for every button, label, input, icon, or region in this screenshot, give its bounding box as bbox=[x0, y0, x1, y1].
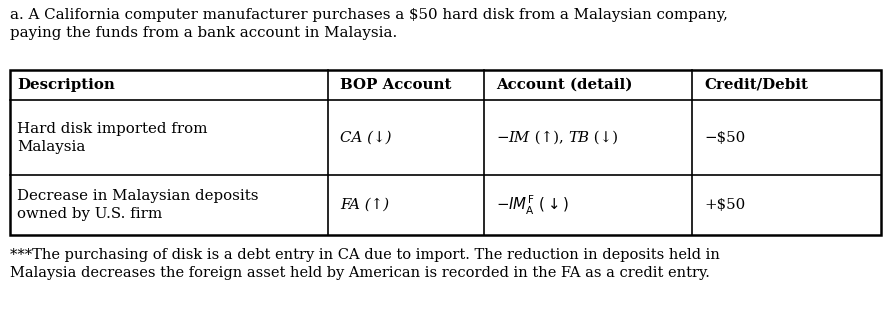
Text: BOP Account: BOP Account bbox=[340, 78, 452, 92]
Text: IM: IM bbox=[509, 131, 530, 145]
Text: Credit/Debit: Credit/Debit bbox=[704, 78, 808, 92]
Text: Account (detail): Account (detail) bbox=[496, 78, 633, 92]
Text: TB: TB bbox=[568, 131, 589, 145]
Text: Description: Description bbox=[17, 78, 115, 92]
Text: CA (↓): CA (↓) bbox=[340, 131, 391, 145]
Text: (↑),: (↑), bbox=[530, 131, 568, 145]
Text: Malaysia: Malaysia bbox=[17, 139, 86, 154]
Text: a. A California computer manufacturer purchases a $50 hard disk from a Malaysian: a. A California computer manufacturer pu… bbox=[10, 8, 728, 22]
Text: Hard disk imported from: Hard disk imported from bbox=[17, 121, 208, 135]
Text: Decrease in Malaysian deposits: Decrease in Malaysian deposits bbox=[17, 189, 258, 203]
Text: Malaysia decreases the foreign asset held by American is recorded in the FA as a: Malaysia decreases the foreign asset hel… bbox=[10, 266, 710, 280]
Text: $-\mathit{IM}^{\mathrm{F}}_{\mathrm{A}}\ (\downarrow)$: $-\mathit{IM}^{\mathrm{F}}_{\mathrm{A}}\… bbox=[496, 194, 569, 216]
Text: (↓): (↓) bbox=[589, 131, 618, 145]
Text: owned by U.S. firm: owned by U.S. firm bbox=[17, 207, 162, 221]
Text: +$50: +$50 bbox=[704, 198, 745, 212]
Text: −$50: −$50 bbox=[704, 131, 745, 145]
Text: paying the funds from a bank account in Malaysia.: paying the funds from a bank account in … bbox=[10, 26, 397, 40]
Text: ***The purchasing of disk is a debt entry in CA due to import. The reduction in : ***The purchasing of disk is a debt entr… bbox=[10, 248, 720, 262]
Text: −: − bbox=[496, 131, 509, 145]
Text: FA (↑): FA (↑) bbox=[340, 198, 389, 212]
